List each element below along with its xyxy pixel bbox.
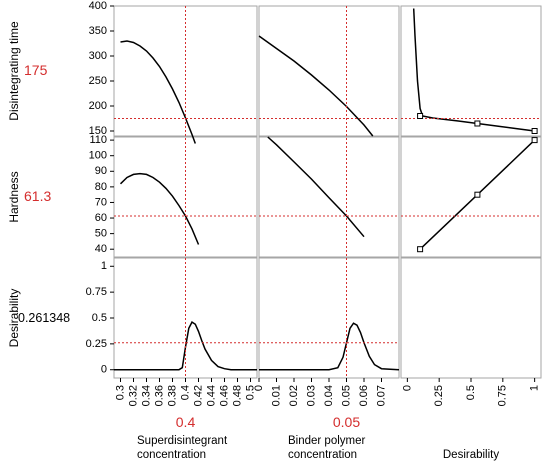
y-tick-label-hardness: 50 <box>95 228 107 240</box>
row-label-hardness: Hardness <box>7 171 21 222</box>
trace-hardness-vs-superdisintegrant-concentration <box>119 172 200 245</box>
x-tick-label-superdisintegrant-concentration: 0.34 <box>140 385 152 406</box>
y-tick-label-desirability: 0.5 <box>92 312 107 324</box>
y-tick-label-hardness: 60 <box>95 212 107 224</box>
row-label-desirability: Desirability <box>7 289 21 348</box>
y-tick-label-desirability: 0 <box>101 364 107 376</box>
x-tick-label-binder-polymer-concentration: 0.06 <box>358 385 370 406</box>
x-tick-label-desirability: 0.75 <box>497 385 509 406</box>
x-tick-label-desirability: 1 <box>529 385 541 391</box>
y-tick-label-disintegrating-time: 400 <box>89 0 107 12</box>
y-tick-label-disintegrating-time: 350 <box>89 25 107 37</box>
x-tick-label-superdisintegrant-concentration: 0.48 <box>231 385 243 406</box>
y-tick-label-disintegrating-time: 150 <box>89 125 107 137</box>
trace-hardness-vs-binder-polymer-concentration <box>267 136 365 238</box>
panel-frame-r0-c2 <box>400 5 542 137</box>
current-setting-value-superdisintegrant-concentration: 0.4 <box>176 414 196 430</box>
x-tick-label-binder-polymer-concentration: 0.05 <box>340 385 352 406</box>
panel-frame-r2-c2 <box>400 257 542 379</box>
panel-frame-r1-c2 <box>400 136 542 258</box>
y-tick-label-hardness: 110 <box>89 134 107 146</box>
y-tick-label-hardness: 90 <box>95 165 107 177</box>
y-tick-label-hardness: 70 <box>95 196 107 208</box>
x-tick-label-binder-polymer-concentration: 0.02 <box>288 385 300 406</box>
x-tick-label-binder-polymer-concentration: 0 <box>253 385 265 391</box>
x-tick-label-binder-polymer-concentration: 0.03 <box>305 385 317 406</box>
x-tick-label-desirability: 0 <box>401 385 413 391</box>
x-tick-label-superdisintegrant-concentration: 0.42 <box>192 385 204 406</box>
row-label-disintegrating-time: Disintegrating time <box>7 21 21 121</box>
current-setting-value-binder-polymer-concentration: 0.05 <box>333 414 360 430</box>
panel-frame-r1-c0 <box>113 136 258 258</box>
x-axis-label-line: concentration <box>288 449 357 461</box>
panel-frame-r1-c1 <box>258 136 400 258</box>
desirability-handle-disintegrating-time <box>531 128 538 134</box>
panel-frame-r2-c1 <box>258 257 400 379</box>
trace-desirability-vs-binder-polymer-concentration <box>259 322 400 371</box>
y-tick-label-desirability: 0.25 <box>86 338 107 350</box>
x-axis-label-line: Binder polymer <box>288 435 366 447</box>
desirability-handle-hardness <box>531 137 538 144</box>
y-tick-label-disintegrating-time: 200 <box>89 100 107 112</box>
trace-disintegrating-time-vs-binder-polymer-concentration <box>258 35 374 137</box>
current-value-hardness: 61.3 <box>24 188 51 204</box>
x-tick-label-binder-polymer-concentration: 0.01 <box>270 385 282 406</box>
x-tick-label-superdisintegrant-concentration: 0.46 <box>218 385 230 406</box>
desirability-handle-hardness <box>417 246 424 253</box>
trace-desirability-vs-superdisintegrant-concentration <box>114 321 257 371</box>
x-tick-label-superdisintegrant-concentration: 0.44 <box>205 385 217 406</box>
desirability-handle-disintegrating-time <box>417 113 424 119</box>
y-tick-label-hardness: 80 <box>95 181 107 193</box>
x-tick-label-superdisintegrant-concentration: 0.5 <box>244 385 256 400</box>
y-tick-label-hardness: 100 <box>89 150 107 162</box>
desirability-function-disintegrating-time <box>412 8 535 132</box>
x-tick-label-binder-polymer-concentration: 0.07 <box>375 385 387 406</box>
x-tick-label-superdisintegrant-concentration: 0.38 <box>166 385 178 406</box>
current-value-desirability: 0.261348 <box>18 311 70 325</box>
x-axis-label-superdisintegrant-concentration: Superdisintegrant concentration <box>137 435 228 461</box>
x-tick-label-desirability: 0.5 <box>465 385 477 400</box>
y-tick-label-disintegrating-time: 300 <box>89 50 107 62</box>
x-tick-label-superdisintegrant-concentration: 0.3 <box>114 385 126 400</box>
x-axis-label-binder-polymer-concentration: Binder polymer concentration <box>288 435 366 461</box>
x-tick-label-desirability: 0.25 <box>433 385 445 406</box>
x-tick-label-superdisintegrant-concentration: 0.36 <box>153 385 165 406</box>
x-tick-label-superdisintegrant-concentration: 0.32 <box>127 385 139 406</box>
desirability-handle-disintegrating-time <box>474 120 481 127</box>
x-axis-label-desirability: Desirability <box>443 449 499 461</box>
x-axis-label-line: Superdisintegrant <box>137 435 228 447</box>
x-tick-label-binder-polymer-concentration: 0.04 <box>323 385 335 406</box>
x-tick-label-superdisintegrant-concentration: 0.4 <box>179 385 191 400</box>
trace-disintegrating-time-vs-superdisintegrant-concentration <box>120 40 197 144</box>
current-value-disintegrating-time: 175 <box>24 62 48 78</box>
y-tick-label-hardness: 40 <box>95 243 107 255</box>
y-tick-label-desirability: 1 <box>101 260 107 272</box>
y-tick-label-disintegrating-time: 250 <box>89 75 107 87</box>
x-axis-label-line: concentration <box>137 449 206 461</box>
y-tick-label-desirability: 0.75 <box>86 286 107 298</box>
panel-frame-r0-c1 <box>258 5 400 137</box>
desirability-handle-hardness <box>474 191 481 198</box>
